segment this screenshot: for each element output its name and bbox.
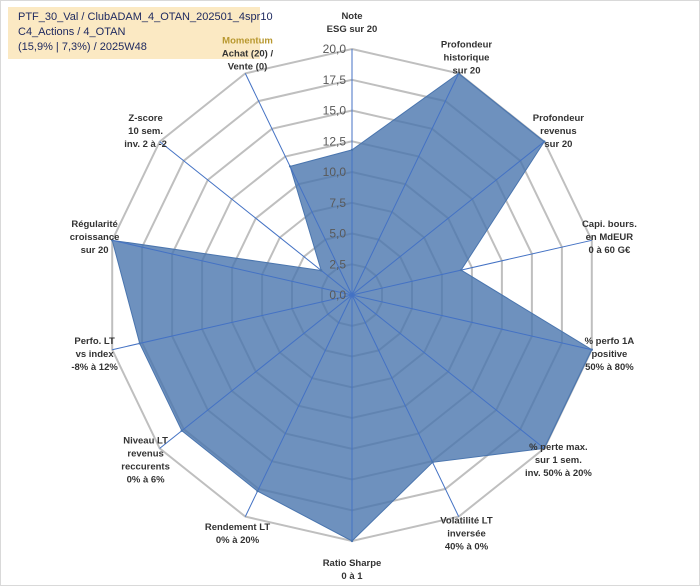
category-label-line: Niveau LT <box>123 436 168 447</box>
category-label-line: Momentum <box>222 36 273 47</box>
category-label-line: 50% à 80% <box>585 362 634 373</box>
axis-spoke <box>351 294 545 449</box>
chart-title-line-1: PTF_30_Val / ClubADAM_4_OTAN_202501_4spr… <box>18 11 273 23</box>
data-point <box>457 72 460 75</box>
category-label-line: 10 sem. <box>128 126 163 137</box>
axis-spoke <box>351 141 545 296</box>
category-label: Profondeur historique sur 20 <box>441 40 492 77</box>
category-label-line: Ratio Sharpe <box>323 558 382 569</box>
data-point <box>350 148 354 152</box>
category-label-line: Achat (20) / <box>222 49 274 60</box>
data-point <box>543 447 546 450</box>
category-label-line: Profondeur <box>533 113 584 124</box>
category-label-line: sur 1 sem. <box>535 455 582 466</box>
category-label-line: inv. 50% à 20% <box>525 468 592 479</box>
axis-spoke <box>112 294 353 351</box>
axis-spoke <box>159 141 353 296</box>
axis-spoke <box>244 73 353 296</box>
category-label-line: sur 20 <box>544 139 572 150</box>
category-label-line: vs index <box>76 349 115 360</box>
category-label-line: croissance <box>70 232 120 243</box>
category-label-line: Z-score <box>128 113 162 124</box>
category-label-line: en MdEUR <box>586 232 634 243</box>
r-tick-label: 0,0 <box>329 288 346 302</box>
category-label-line: Régularité <box>71 219 117 230</box>
category-label-line: % perfo 1A <box>585 336 635 347</box>
axis-spoke <box>112 239 353 296</box>
category-label-line: 0 à 1 <box>341 571 363 582</box>
axis-spoke <box>159 294 353 449</box>
category-label: Régularité croissance sur 20 <box>70 219 120 256</box>
category-label: Profondeur revenus sur 20 <box>533 113 584 150</box>
category-label: Z-score 10 sem. inv. 2 à -2 <box>124 113 167 150</box>
chart-title-box: PTF_30_Val / ClubADAM_4_OTAN_202501_4spr… <box>8 7 273 59</box>
category-label-line: Profondeur <box>441 40 492 51</box>
category-label-line: revenus <box>127 449 163 460</box>
category-label-line: Perfo. LT <box>74 336 115 347</box>
data-point <box>256 489 259 493</box>
data-point <box>138 342 141 345</box>
category-label-line: Volatilité LT <box>440 515 493 526</box>
category-label-line: sur 20 <box>81 245 109 256</box>
category-label: Volatilité LT inversée 40% à 0% <box>440 515 493 552</box>
category-label: % perte max. sur 1 sem. inv. 50% à 20% <box>525 442 592 479</box>
category-label-line: revenus <box>540 126 576 137</box>
axis-spoke <box>351 294 460 517</box>
category-label-line: Note <box>341 11 362 22</box>
axis-spoke <box>244 294 353 517</box>
category-label-line: historique <box>444 53 490 64</box>
r-tick-label: 7,5 <box>329 196 346 210</box>
data-point <box>180 429 183 432</box>
r-tick-label: 10,0 <box>323 165 347 179</box>
category-label: Momentum Achat (20) / Vente (0) <box>222 36 274 73</box>
data-point <box>590 348 593 351</box>
category-label-line: positive <box>591 349 627 360</box>
r-tick-label: 17,5 <box>323 73 347 87</box>
category-label: Perfo. LT vs index -8% à 12% <box>71 336 118 373</box>
data-point <box>350 539 354 543</box>
category-label-line: -8% à 12% <box>71 362 118 373</box>
data-point <box>111 239 114 242</box>
data-point <box>431 461 434 464</box>
category-label-line: 40% à 0% <box>445 541 489 552</box>
data-point <box>459 268 463 272</box>
axis-spoke <box>351 73 460 296</box>
category-label: Niveau LT revenus reccurents 0% à 6% <box>121 436 170 486</box>
category-label: Ratio Sharpe 0 à 1 <box>323 558 382 582</box>
data-point <box>288 165 292 168</box>
category-label-line: % perte max. <box>529 442 588 453</box>
category-label-line: inversée <box>447 528 486 539</box>
chart-title-line-3: (15,9% | 7,3%) / 2025W48 <box>18 41 147 53</box>
data-point <box>320 269 323 272</box>
chart-title-line-2: C4_Actions / 4_OTAN <box>18 26 126 38</box>
category-label: Rendement LT 0% à 20% <box>205 522 270 546</box>
category-label-line: reccurents <box>121 462 170 473</box>
category-label: Capi. bours. en MdEUR 0 à 60 G€ <box>582 219 637 256</box>
data-point <box>543 140 546 143</box>
category-label: Note ESG sur 20 <box>327 11 378 35</box>
r-tick-label: 15,0 <box>323 104 347 118</box>
category-label-line: sur 20 <box>453 66 481 77</box>
r-tick-label: 20,0 <box>323 42 347 56</box>
category-label-line: Vente (0) <box>228 62 268 73</box>
r-tick-label: 2,5 <box>329 257 346 271</box>
category-label: % perfo 1A positive 50% à 80% <box>585 336 635 373</box>
category-label-line: 0 à 60 G€ <box>589 245 631 256</box>
category-label-line: ESG sur 20 <box>327 24 378 35</box>
r-tick-label: 5,0 <box>329 227 346 241</box>
r-tick-label: 12,5 <box>323 134 347 148</box>
axis-spoke <box>351 294 592 351</box>
category-label-line: Capi. bours. <box>582 219 637 230</box>
category-label-line: 0% à 6% <box>127 475 166 486</box>
axis-spoke <box>351 239 592 296</box>
category-label-line: Rendement LT <box>205 522 270 533</box>
category-label-line: 0% à 20% <box>216 535 260 546</box>
category-label-line: inv. 2 à -2 <box>124 139 167 150</box>
